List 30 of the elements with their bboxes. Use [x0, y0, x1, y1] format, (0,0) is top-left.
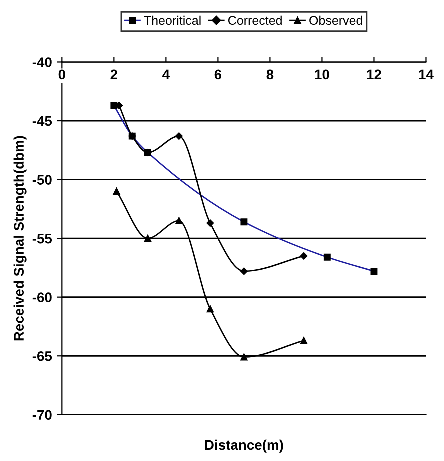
x-axis-title: Distance(m) — [205, 440, 284, 453]
y-tick-label: -45 — [32, 116, 52, 126]
point — [176, 217, 183, 224]
y-axis-title: Received Signal Strength(dbm) — [14, 136, 27, 341]
point — [206, 220, 214, 227]
y-tick-label: -50 — [32, 175, 52, 185]
x-tick-label: 12 — [367, 70, 382, 80]
point — [300, 337, 308, 344]
point — [176, 132, 183, 140]
x-tick-label: 2 — [110, 70, 118, 80]
x-tick-label: 0 — [58, 70, 66, 80]
point — [300, 252, 308, 260]
x-tick-label: 14 — [419, 70, 434, 80]
y-tick-label: -60 — [32, 292, 52, 303]
x-tick-label: 6 — [214, 70, 222, 80]
point — [113, 188, 120, 196]
x-tick-label: 8 — [266, 70, 274, 80]
y-tick-label: -65 — [32, 351, 52, 362]
legend-label: Observed — [310, 16, 362, 26]
legend-label: Corrected — [228, 16, 282, 26]
y-tick-label: -70 — [32, 410, 52, 420]
point — [240, 354, 248, 361]
y-tick-label: -55 — [32, 234, 52, 244]
point — [206, 306, 214, 313]
point — [144, 235, 152, 242]
x-tick-label: 4 — [162, 70, 170, 80]
y-tick-label: -40 — [32, 58, 52, 68]
point — [240, 268, 248, 276]
legend-label: Theoritical — [144, 16, 201, 26]
x-tick-label: 10 — [315, 70, 330, 80]
